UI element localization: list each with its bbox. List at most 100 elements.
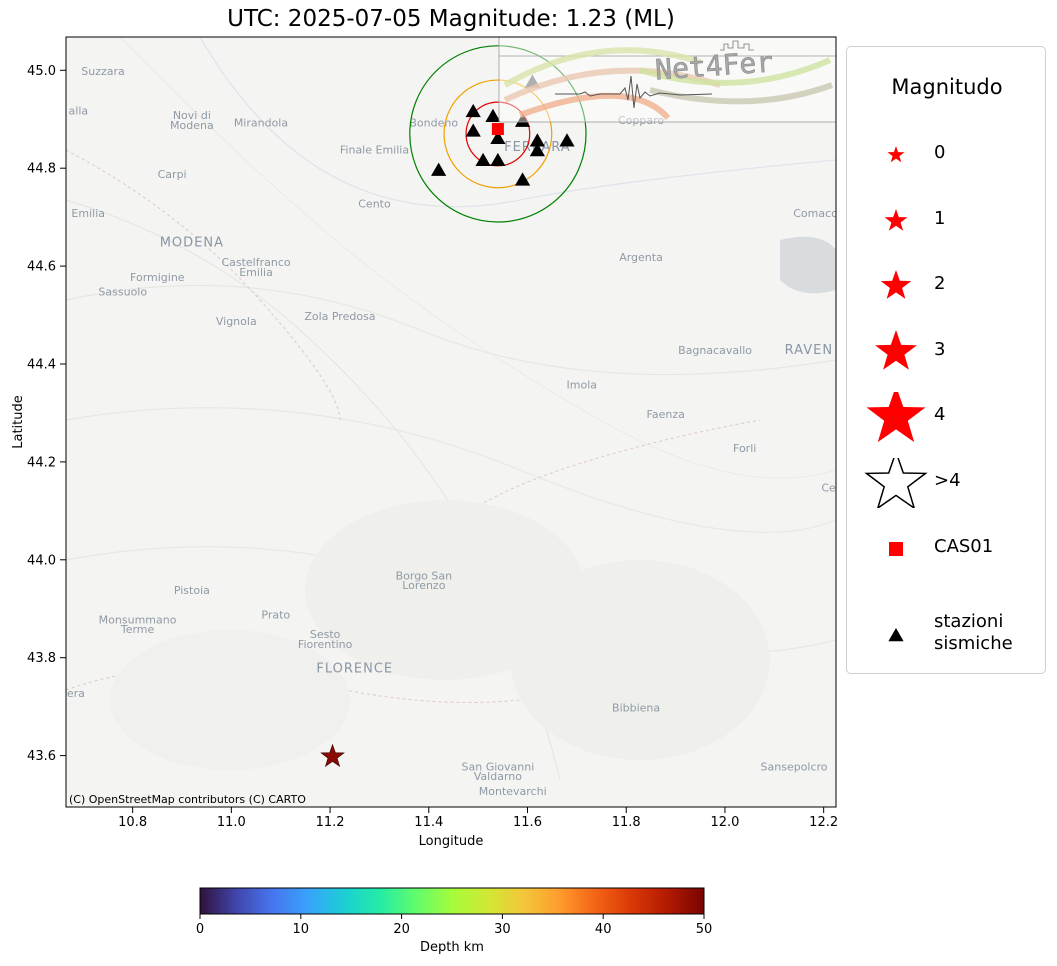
cas01-station-marker[interactable]	[491, 123, 504, 136]
place-label: Sansepolcro	[761, 760, 828, 773]
place-label: Valdarno	[474, 770, 522, 783]
legend-symbol	[866, 392, 926, 442]
place-label: Faenza	[647, 408, 685, 421]
legend-symbol	[889, 542, 903, 556]
legend-label: 3	[934, 339, 946, 360]
seismic-station-marker[interactable]	[490, 130, 506, 145]
place-label: Forli	[733, 442, 756, 455]
x-tick-label: 11.0	[217, 815, 246, 830]
seismic-station-marker[interactable]	[465, 123, 481, 137]
distance-ring	[443, 79, 553, 189]
place-label: RAVEN	[785, 343, 833, 358]
legend-label: 2	[934, 273, 946, 294]
legend-title: Magnitudo	[891, 75, 1003, 99]
place-label: MODENA	[160, 236, 224, 251]
place-label: Sesto	[310, 628, 341, 641]
logo-text: Net4Fer	[654, 45, 774, 86]
place-label: Fiorentino	[298, 638, 353, 651]
place-label: Castelfranco	[221, 256, 290, 269]
seismic-station-marker[interactable]	[431, 162, 447, 176]
place-label: FLORENCE	[316, 661, 393, 676]
seismic-station-marker[interactable]	[559, 133, 575, 147]
place-label: Borgo San	[396, 569, 453, 582]
chart-title: UTC: 2025-07-05 Magnitude: 1.23 (ML)	[227, 6, 675, 32]
x-axis-label: Longitude	[419, 834, 484, 849]
event-marker-group	[320, 743, 345, 768]
colorbar-tick-label: 20	[393, 922, 410, 937]
place-label: era	[67, 687, 85, 700]
colorbar-tick-label: 30	[494, 922, 511, 937]
seismic-station-marker[interactable]	[514, 113, 531, 127]
seismic-station-marker[interactable]	[529, 143, 545, 157]
seismic-station-marker[interactable]	[485, 108, 501, 122]
triangle-icon	[888, 628, 904, 642]
legend-item: 0	[847, 130, 1047, 180]
legend-symbol	[875, 330, 917, 370]
legend-item: 2	[847, 261, 1047, 311]
star-icon	[880, 270, 912, 299]
legend-item: 4	[847, 392, 1047, 442]
distance-ring	[409, 45, 587, 223]
place-label: Terme	[120, 623, 155, 636]
y-axis-label: Latitude	[11, 395, 26, 449]
seismic-station-marker[interactable]	[529, 133, 545, 147]
place-label: Imola	[567, 378, 598, 391]
place-label: Copparo	[618, 114, 664, 127]
place-label: Modena	[170, 119, 214, 132]
x-tick-label: 11.8	[612, 815, 641, 830]
place-label: alla	[69, 104, 89, 117]
legend-symbol	[864, 458, 928, 508]
net4fer-logo: Net4Fer	[498, 36, 837, 123]
seismic-station-marker[interactable]	[475, 152, 491, 167]
x-axis-ticks: 10.8 11.0 11.2 11.4 11.6 11.8 12.0 12.2	[118, 807, 838, 830]
star-icon	[887, 146, 905, 163]
y-tick-label: 45.0	[27, 64, 56, 79]
place-label: Cento	[358, 197, 391, 210]
station-markers	[431, 74, 575, 186]
place-label: Lorenzo	[402, 579, 445, 592]
place-label: Finale Emilia	[340, 144, 409, 157]
colorbar-ticks: 0 10 20 30 40 50	[196, 914, 712, 937]
place-label: Monsummano	[99, 613, 177, 626]
seismic-station-marker[interactable]	[490, 152, 506, 167]
place-label: San Giovanni	[462, 760, 535, 773]
x-tick-label: 11.2	[316, 815, 345, 830]
depth-colorbar: 0 10 20 30 40 50	[196, 887, 712, 937]
colorbar-tick-label: 10	[293, 922, 310, 937]
legend-item: 3	[847, 327, 1047, 377]
colorbar-tick-label: 40	[595, 922, 612, 937]
legend-item: stazioni sismiche	[847, 609, 1047, 659]
legend-label: stazioni sismiche	[934, 611, 1013, 654]
square-icon	[889, 542, 903, 556]
place-label: Sassuolo	[98, 285, 147, 298]
place-label: Montevarchi	[479, 785, 547, 798]
seismic-station-marker[interactable]	[465, 103, 481, 118]
legend-symbol	[888, 628, 904, 642]
y-tick-label: 43.8	[27, 651, 56, 666]
place-label: Bagnacavallo	[678, 344, 752, 357]
seismic-station-marker[interactable]	[514, 172, 531, 186]
colorbar-label: Depth km	[420, 940, 484, 955]
place-label: Bibbiena	[612, 702, 660, 715]
star-icon	[884, 209, 908, 231]
x-tick-label: 12.2	[809, 815, 838, 830]
legend-label: CAS01	[934, 536, 994, 557]
y-tick-label: 44.2	[27, 455, 56, 470]
legend-item: CAS01	[847, 524, 1047, 574]
map-attribution: (C) OpenStreetMap contributors (C) CARTO	[69, 793, 306, 806]
legend-symbol	[884, 209, 908, 231]
legend-label: 0	[934, 142, 946, 163]
event-epicenter-star[interactable]	[320, 743, 345, 768]
basemap	[66, 37, 836, 807]
legend-label: 4	[934, 404, 946, 425]
place-label: Zola Predosa	[304, 310, 375, 323]
legend-label: >4	[934, 470, 961, 491]
place-label: Novi di	[173, 109, 211, 122]
x-tick-label: 11.4	[414, 815, 443, 830]
place-label: Formigine	[130, 271, 185, 284]
y-tick-label: 44.6	[27, 260, 56, 275]
legend-item: >4	[847, 458, 1047, 508]
place-label: Pistoia	[174, 584, 210, 597]
colorbar-tick-label: 50	[696, 922, 713, 937]
legend-label: 1	[934, 208, 946, 229]
